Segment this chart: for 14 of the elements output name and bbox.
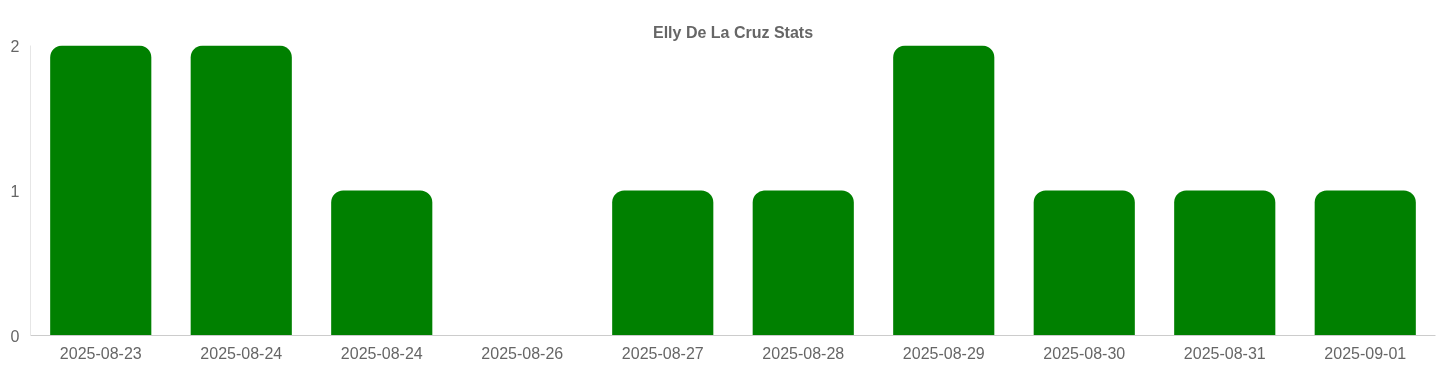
x-tick-label: 2025-08-30 <box>1043 344 1126 362</box>
y-tick-label: 2 <box>10 37 20 55</box>
x-tick-label: 2025-08-29 <box>902 344 985 362</box>
x-tick-label: 2025-08-24 <box>200 344 283 362</box>
x-tick-label: 2025-08-24 <box>340 344 423 362</box>
y-tick-label: 0 <box>10 327 20 345</box>
x-tick-label: 2025-08-28 <box>762 344 845 362</box>
x-tick-label: 2025-09-01 <box>1324 344 1407 362</box>
x-tick-label: 2025-08-26 <box>481 344 564 362</box>
x-tick-label: 2025-08-27 <box>621 344 704 362</box>
x-tick-label: 2025-08-23 <box>59 344 142 362</box>
x-tick-label: 2025-08-31 <box>1183 344 1266 362</box>
y-tick-label: 1 <box>10 182 20 200</box>
chart-title: Elly De La Cruz Stats <box>652 23 814 41</box>
